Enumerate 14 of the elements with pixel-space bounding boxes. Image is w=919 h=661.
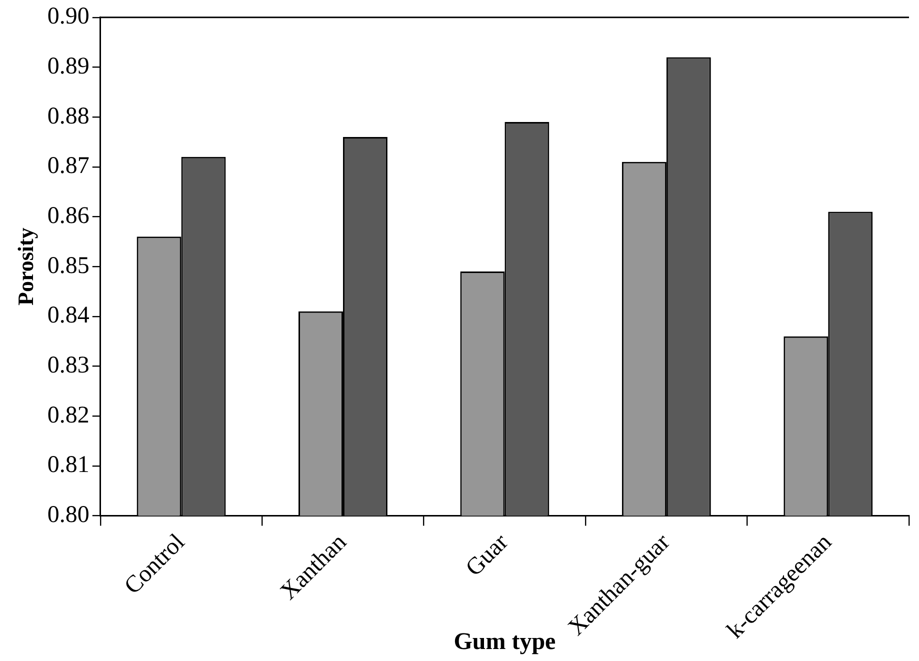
y-axis-title: Porosity — [12, 228, 38, 306]
y-tick-label: 0.87 — [47, 153, 90, 180]
y-tick-label: 0.90 — [47, 4, 90, 30]
y-tick-label: 0.80 — [47, 502, 90, 528]
y-tick-label: 0.86 — [47, 203, 90, 230]
y-tick-label: 0.85 — [47, 252, 90, 279]
y-tick-label: 0.88 — [47, 103, 90, 130]
y-tick-label: 0.84 — [47, 302, 90, 329]
y-tick-label: 0.81 — [47, 452, 90, 478]
y-tick-label: 0.83 — [47, 352, 90, 379]
x-tick-label: Guar — [461, 529, 514, 582]
y-tick-label: 0.89 — [47, 54, 90, 80]
x-axis-title: Gum type — [454, 628, 556, 655]
y-tick-label: 0.82 — [47, 402, 90, 428]
